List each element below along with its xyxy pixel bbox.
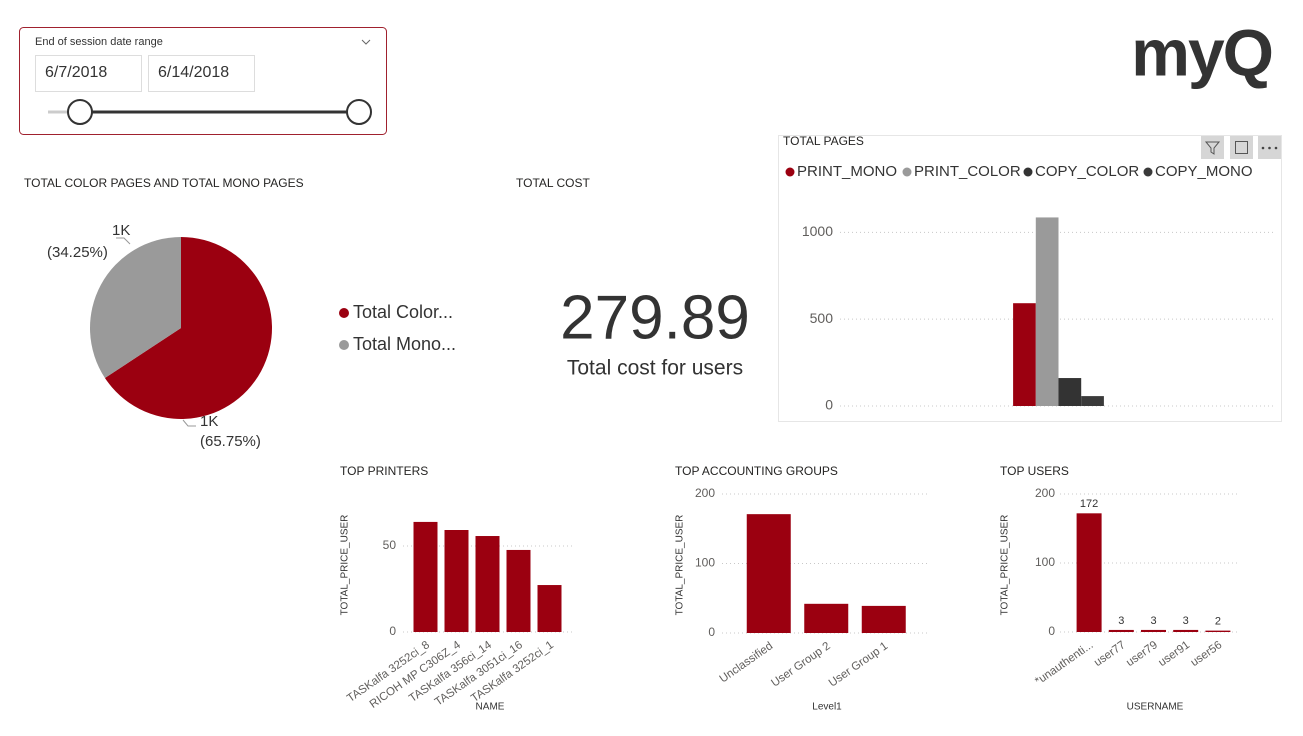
end-date: 6/14/2018 (158, 64, 229, 81)
y-tick-label: 1000 (802, 223, 833, 239)
pie-count-label: 1K (112, 222, 130, 239)
pie-slice (90, 237, 181, 378)
y-tick-label: 0 (389, 624, 396, 638)
y-tick-label: 100 (1035, 555, 1055, 569)
data-label: 172 (1080, 498, 1098, 510)
bar (861, 605, 906, 633)
bar (804, 603, 849, 633)
bar (1141, 629, 1166, 632)
data-label: 3 (1118, 615, 1124, 627)
start-date: 6/7/2018 (45, 64, 107, 81)
bar (537, 585, 562, 632)
leader-line (116, 237, 131, 245)
legend-marker (1143, 167, 1153, 177)
chart-title: TOTAL PAGES (783, 134, 864, 148)
logo: myQ (1131, 15, 1272, 89)
filter-button[interactable] (1201, 136, 1224, 159)
y-axis-title: TOTAL_PRICE_USER (1000, 515, 1011, 616)
chart-title: TOP ACCOUNTING GROUPS (675, 464, 838, 478)
x-tick-label: user56 (1189, 639, 1225, 669)
bar (1035, 217, 1059, 406)
y-tick-label: 0 (825, 397, 833, 413)
bar (1108, 629, 1134, 632)
legend-label: Total Mono... (353, 334, 456, 354)
chart-frame (778, 135, 1282, 422)
bar (1205, 630, 1231, 632)
slider-handle[interactable] (346, 99, 372, 125)
legend-marker (1023, 167, 1033, 177)
card-value: 279.89 (560, 283, 750, 352)
legend-label: COPY_MONO (1155, 163, 1253, 180)
bar (444, 530, 469, 632)
x-tick-label: User Group 2 (769, 640, 832, 689)
y-tick-label: 50 (383, 538, 397, 552)
chart-title: TOP USERS (1000, 464, 1069, 478)
data-label: 2 (1215, 616, 1221, 628)
end-date-box[interactable] (148, 55, 255, 92)
legend-marker (339, 308, 349, 318)
bar (475, 536, 500, 632)
x-axis-title: USERNAME (1127, 702, 1184, 713)
legend-marker (339, 340, 349, 350)
y-axis-title: TOTAL_PRICE_USER (675, 515, 686, 616)
slicer-title: End of session date range (35, 36, 163, 48)
leader-line (182, 419, 196, 427)
pie-percent-label: (34.25%) (47, 244, 108, 261)
x-tick-label: user91 (1156, 639, 1192, 669)
y-tick-label: 0 (1048, 624, 1055, 638)
y-tick-label: 500 (810, 310, 834, 326)
data-label: 3 (1183, 615, 1189, 627)
y-tick-label: 200 (695, 486, 715, 500)
bar (506, 549, 531, 632)
x-tick-label: *unauthenti... (1033, 639, 1095, 688)
focus-button[interactable] (1230, 136, 1253, 159)
bar (1173, 629, 1199, 632)
legend-marker (785, 167, 795, 177)
card-title: TOTAL COST (516, 176, 590, 190)
legend-label: COPY_COLOR (1035, 163, 1139, 180)
more-icon (1261, 146, 1278, 150)
legend-label: Total Color... (353, 302, 453, 322)
bar (1013, 303, 1036, 406)
bar (413, 521, 438, 632)
data-label: 3 (1150, 615, 1156, 627)
slider-handle[interactable] (67, 99, 93, 125)
y-tick-label: 100 (695, 556, 715, 570)
x-tick-label: User Group 1 (827, 640, 890, 689)
legend-label: PRINT_MONO (797, 163, 897, 180)
start-date-box[interactable] (35, 55, 142, 92)
card-label: Total cost for users (567, 357, 743, 380)
x-tick-label: user77 (1092, 639, 1128, 669)
bar (1081, 396, 1104, 406)
bar (1058, 378, 1082, 406)
x-tick-label: user79 (1124, 639, 1160, 669)
y-tick-label: 200 (1035, 486, 1055, 500)
legend-marker (902, 167, 912, 177)
x-axis-title: NAME (476, 702, 505, 713)
focus-icon (1235, 141, 1248, 154)
pie-percent-label: (65.75%) (200, 433, 261, 450)
bar (746, 514, 791, 633)
slicer-chevron[interactable] (361, 39, 371, 45)
x-axis-title: Level1 (812, 702, 842, 713)
legend-label: PRINT_COLOR (914, 163, 1021, 180)
chart-title: TOTAL COLOR PAGES AND TOTAL MONO PAGES (24, 176, 304, 190)
pie-count-label: 1K (200, 413, 218, 430)
y-tick-label: 0 (708, 625, 715, 639)
chart-title: TOP PRINTERS (340, 464, 428, 478)
filter-icon (1204, 141, 1221, 155)
x-tick-label: Unclassified (718, 640, 776, 685)
y-axis-title: TOTAL_PRICE_USER (340, 515, 351, 616)
bar (1076, 513, 1102, 632)
pie-slice (104, 237, 272, 419)
